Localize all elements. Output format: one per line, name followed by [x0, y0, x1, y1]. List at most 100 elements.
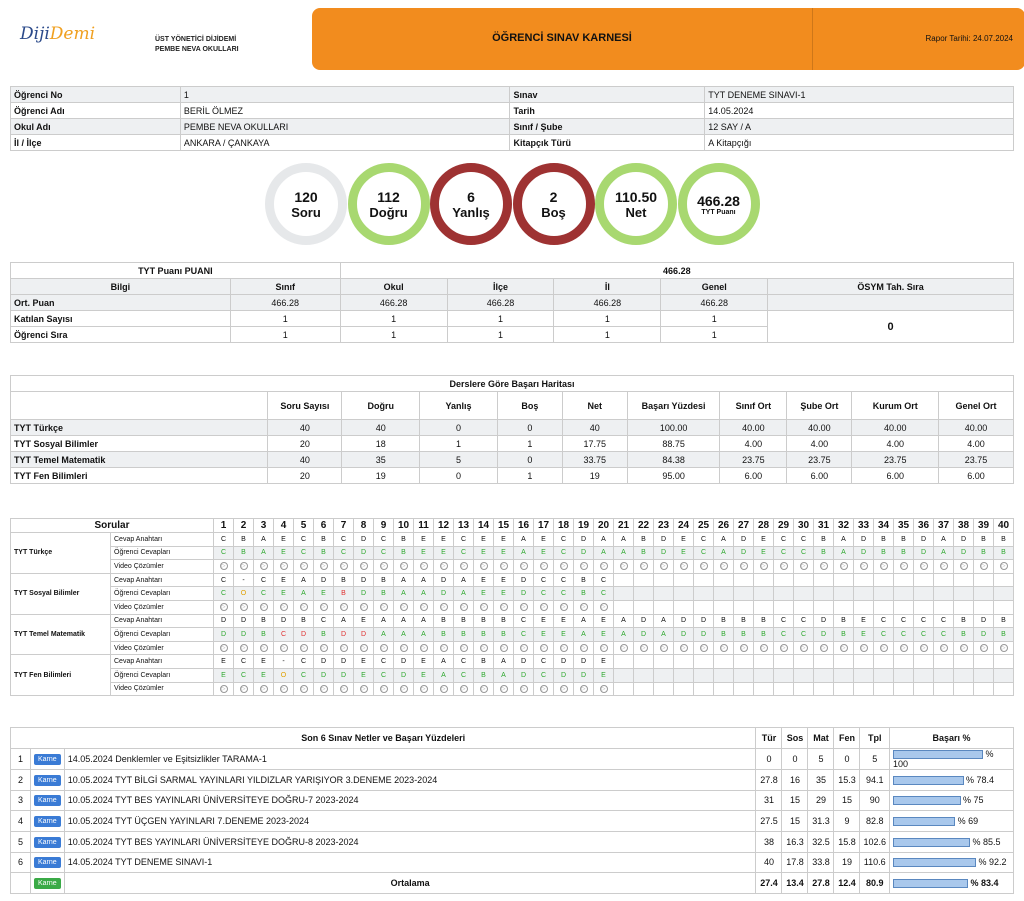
play-icon[interactable]: ▷	[759, 562, 768, 571]
video-solution[interactable]: ▷	[333, 681, 354, 697]
video-solution[interactable]: ▷	[253, 681, 274, 697]
play-icon[interactable]: ▷	[799, 562, 808, 571]
play-icon[interactable]: ▷	[819, 644, 828, 653]
video-solution[interactable]: ▷	[453, 640, 474, 656]
video-solution[interactable]: ▷	[713, 559, 734, 574]
play-icon[interactable]: ▷	[599, 684, 608, 693]
video-solution[interactable]: ▷	[673, 559, 694, 574]
play-icon[interactable]: ▷	[579, 603, 588, 612]
video-solution[interactable]: ▷	[493, 640, 514, 656]
video-solution[interactable]: ▷	[213, 681, 234, 697]
play-icon[interactable]: ▷	[499, 603, 508, 612]
video-solution[interactable]: ▷	[933, 640, 954, 656]
video-solution[interactable]: ▷	[413, 681, 434, 697]
play-icon[interactable]: ▷	[239, 603, 248, 612]
video-solution[interactable]: ▷	[873, 640, 894, 656]
video-solution[interactable]: ▷	[313, 599, 334, 615]
play-icon[interactable]: ▷	[339, 562, 348, 571]
video-solution[interactable]: ▷	[473, 640, 494, 656]
video-solution[interactable]: ▷	[573, 681, 594, 697]
play-icon[interactable]: ▷	[999, 644, 1008, 653]
play-icon[interactable]: ▷	[559, 644, 568, 653]
play-icon[interactable]: ▷	[999, 562, 1008, 571]
video-solution[interactable]: ▷	[853, 640, 874, 656]
karne-button[interactable]: Karne	[34, 857, 61, 869]
karne-button[interactable]: Karne	[34, 816, 61, 828]
video-solution[interactable]: ▷	[293, 599, 314, 615]
play-icon[interactable]: ▷	[899, 562, 908, 571]
video-solution[interactable]: ▷	[733, 559, 754, 574]
video-solution[interactable]: ▷	[973, 559, 994, 574]
video-solution[interactable]: ▷	[333, 599, 354, 615]
video-solution[interactable]: ▷	[433, 559, 454, 574]
play-icon[interactable]: ▷	[559, 684, 568, 693]
video-solution[interactable]: ▷	[413, 640, 434, 656]
video-solution[interactable]: ▷	[313, 681, 334, 697]
play-icon[interactable]: ▷	[359, 562, 368, 571]
video-solution[interactable]: ▷	[353, 559, 374, 574]
play-icon[interactable]: ▷	[839, 644, 848, 653]
play-icon[interactable]: ▷	[599, 644, 608, 653]
video-solution[interactable]: ▷	[533, 559, 554, 574]
video-solution[interactable]: ▷	[893, 559, 914, 574]
video-solution[interactable]: ▷	[453, 559, 474, 574]
play-icon[interactable]: ▷	[259, 644, 268, 653]
play-icon[interactable]: ▷	[579, 562, 588, 571]
video-solution[interactable]: ▷	[553, 599, 574, 615]
video-solution[interactable]: ▷	[273, 681, 294, 697]
video-solution[interactable]: ▷	[413, 599, 434, 615]
video-solution[interactable]: ▷	[513, 559, 534, 574]
video-solution[interactable]: ▷	[393, 681, 414, 697]
video-solution[interactable]: ▷	[873, 559, 894, 574]
play-icon[interactable]: ▷	[479, 603, 488, 612]
video-solution[interactable]: ▷	[593, 640, 614, 656]
play-icon[interactable]: ▷	[359, 684, 368, 693]
play-icon[interactable]: ▷	[299, 644, 308, 653]
play-icon[interactable]: ▷	[599, 562, 608, 571]
play-icon[interactable]: ▷	[879, 562, 888, 571]
video-solution[interactable]: ▷	[613, 559, 634, 574]
play-icon[interactable]: ▷	[299, 603, 308, 612]
video-solution[interactable]: ▷	[233, 559, 254, 574]
video-solution[interactable]: ▷	[913, 559, 934, 574]
play-icon[interactable]: ▷	[299, 562, 308, 571]
play-icon[interactable]: ▷	[699, 562, 708, 571]
video-solution[interactable]: ▷	[493, 559, 514, 574]
play-icon[interactable]: ▷	[219, 562, 228, 571]
video-solution[interactable]: ▷	[993, 559, 1014, 574]
video-solution[interactable]: ▷	[493, 681, 514, 697]
play-icon[interactable]: ▷	[399, 562, 408, 571]
video-solution[interactable]: ▷	[393, 559, 414, 574]
play-icon[interactable]: ▷	[679, 644, 688, 653]
play-icon[interactable]: ▷	[719, 644, 728, 653]
video-solution[interactable]: ▷	[933, 559, 954, 574]
video-solution[interactable]: ▷	[913, 640, 934, 656]
video-solution[interactable]: ▷	[253, 559, 274, 574]
video-solution[interactable]: ▷	[233, 599, 254, 615]
video-solution[interactable]: ▷	[393, 599, 414, 615]
play-icon[interactable]: ▷	[379, 562, 388, 571]
video-solution[interactable]: ▷	[313, 559, 334, 574]
play-icon[interactable]: ▷	[659, 644, 668, 653]
play-icon[interactable]: ▷	[619, 562, 628, 571]
play-icon[interactable]: ▷	[419, 644, 428, 653]
video-solution[interactable]: ▷	[613, 640, 634, 656]
play-icon[interactable]: ▷	[359, 644, 368, 653]
video-solution[interactable]: ▷	[813, 559, 834, 574]
play-icon[interactable]: ▷	[919, 562, 928, 571]
video-solution[interactable]: ▷	[593, 681, 614, 697]
play-icon[interactable]: ▷	[279, 644, 288, 653]
video-solution[interactable]: ▷	[293, 640, 314, 656]
play-icon[interactable]: ▷	[899, 644, 908, 653]
video-solution[interactable]: ▷	[553, 640, 574, 656]
video-solution[interactable]: ▷	[273, 559, 294, 574]
video-solution[interactable]: ▷	[993, 640, 1014, 656]
play-icon[interactable]: ▷	[319, 603, 328, 612]
play-icon[interactable]: ▷	[279, 562, 288, 571]
video-solution[interactable]: ▷	[433, 681, 454, 697]
play-icon[interactable]: ▷	[859, 562, 868, 571]
video-solution[interactable]: ▷	[293, 559, 314, 574]
play-icon[interactable]: ▷	[939, 644, 948, 653]
play-icon[interactable]: ▷	[419, 562, 428, 571]
video-solution[interactable]: ▷	[573, 559, 594, 574]
